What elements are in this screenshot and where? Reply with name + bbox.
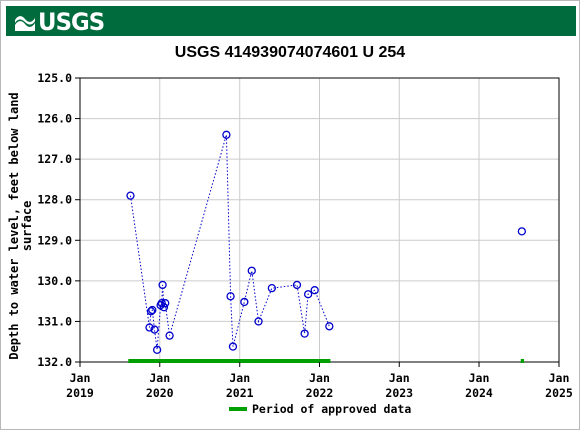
data-point — [152, 345, 162, 354]
y-tick-label: 129.0 — [37, 233, 72, 247]
x-tick-label-month: Jan — [149, 371, 170, 385]
data-point — [254, 317, 263, 326]
y-axis-label-line-1: Depth to water level, feet below land — [7, 92, 21, 359]
legend-swatch — [229, 407, 247, 411]
data-point — [146, 307, 156, 316]
data-point — [226, 292, 235, 301]
data-point — [222, 130, 231, 139]
legend: Period of approved data — [229, 402, 411, 416]
data-point — [267, 284, 277, 293]
x-axis-ticks: Jan2019Jan2020Jan2021Jan2022Jan2023Jan20… — [66, 362, 573, 400]
data-point — [126, 191, 135, 200]
usgs-wave-icon — [15, 16, 35, 31]
y-axis-ticks: 125.0 126.0 127.0 128.0 129.0 130.0 131.0 132.0 — [37, 71, 80, 369]
x-tick-label-month: Jan — [309, 371, 330, 385]
approved-periods — [128, 359, 525, 363]
legend-label: Period of approved data — [252, 402, 411, 416]
y-axis-label-2: surface — [20, 201, 34, 252]
data-point — [161, 299, 170, 308]
y-tick-label: 125.0 — [37, 71, 72, 85]
approved-period-bar — [520, 359, 525, 363]
x-tick-label-year: 2024 — [465, 386, 493, 400]
series-line — [130, 134, 330, 350]
y-tick-label: 131.0 — [37, 314, 72, 328]
data-point — [158, 280, 167, 290]
data-point — [300, 329, 309, 338]
data-point — [150, 325, 159, 334]
data-points — [126, 130, 527, 354]
x-tick-label-year: 2020 — [146, 386, 174, 400]
data-point — [165, 331, 174, 340]
y-tick-label: 132.0 — [37, 355, 72, 369]
x-tick-label-month: Jan — [549, 371, 570, 385]
x-tick-label-year: 2019 — [66, 386, 94, 400]
data-point — [228, 342, 238, 351]
data-point — [240, 297, 249, 307]
y-axis-label: Depth to water level, feet below land — [7, 92, 21, 359]
x-tick-label-year: 2021 — [226, 386, 254, 400]
usgs-banner: USGS — [6, 6, 576, 36]
data-point — [159, 303, 169, 312]
data-point — [292, 280, 302, 290]
x-tick-label-year: 2025 — [545, 386, 573, 400]
data-point — [517, 227, 527, 236]
data-point — [148, 305, 157, 315]
approved-period-bar — [128, 359, 331, 363]
y-tick-label: 127.0 — [37, 152, 72, 166]
x-tick-label-year: 2023 — [385, 386, 413, 400]
usgs-logo[interactable]: USGS — [14, 10, 108, 34]
x-tick-label-month: Jan — [229, 371, 250, 385]
data-point — [145, 323, 154, 332]
data-point — [303, 290, 313, 299]
data-point — [325, 322, 334, 331]
x-tick-label-month: Jan — [469, 371, 490, 385]
y-tick-label: 130.0 — [37, 274, 72, 288]
x-tick-label-month: Jan — [70, 371, 91, 385]
data-point — [157, 299, 166, 308]
y-axis-label-line-2: surface — [20, 201, 34, 252]
y-tick-label: 128.0 — [37, 193, 72, 207]
data-point — [310, 286, 319, 295]
chart-title: USGS 414939074074601 U 254 — [174, 44, 406, 61]
y-tick-label: 126.0 — [37, 112, 72, 126]
grid — [80, 78, 559, 362]
usgs-logo-text: USGS — [38, 8, 105, 36]
data-point — [247, 266, 256, 275]
x-tick-label-month: Jan — [389, 371, 410, 385]
x-tick-label-year: 2022 — [306, 386, 334, 400]
